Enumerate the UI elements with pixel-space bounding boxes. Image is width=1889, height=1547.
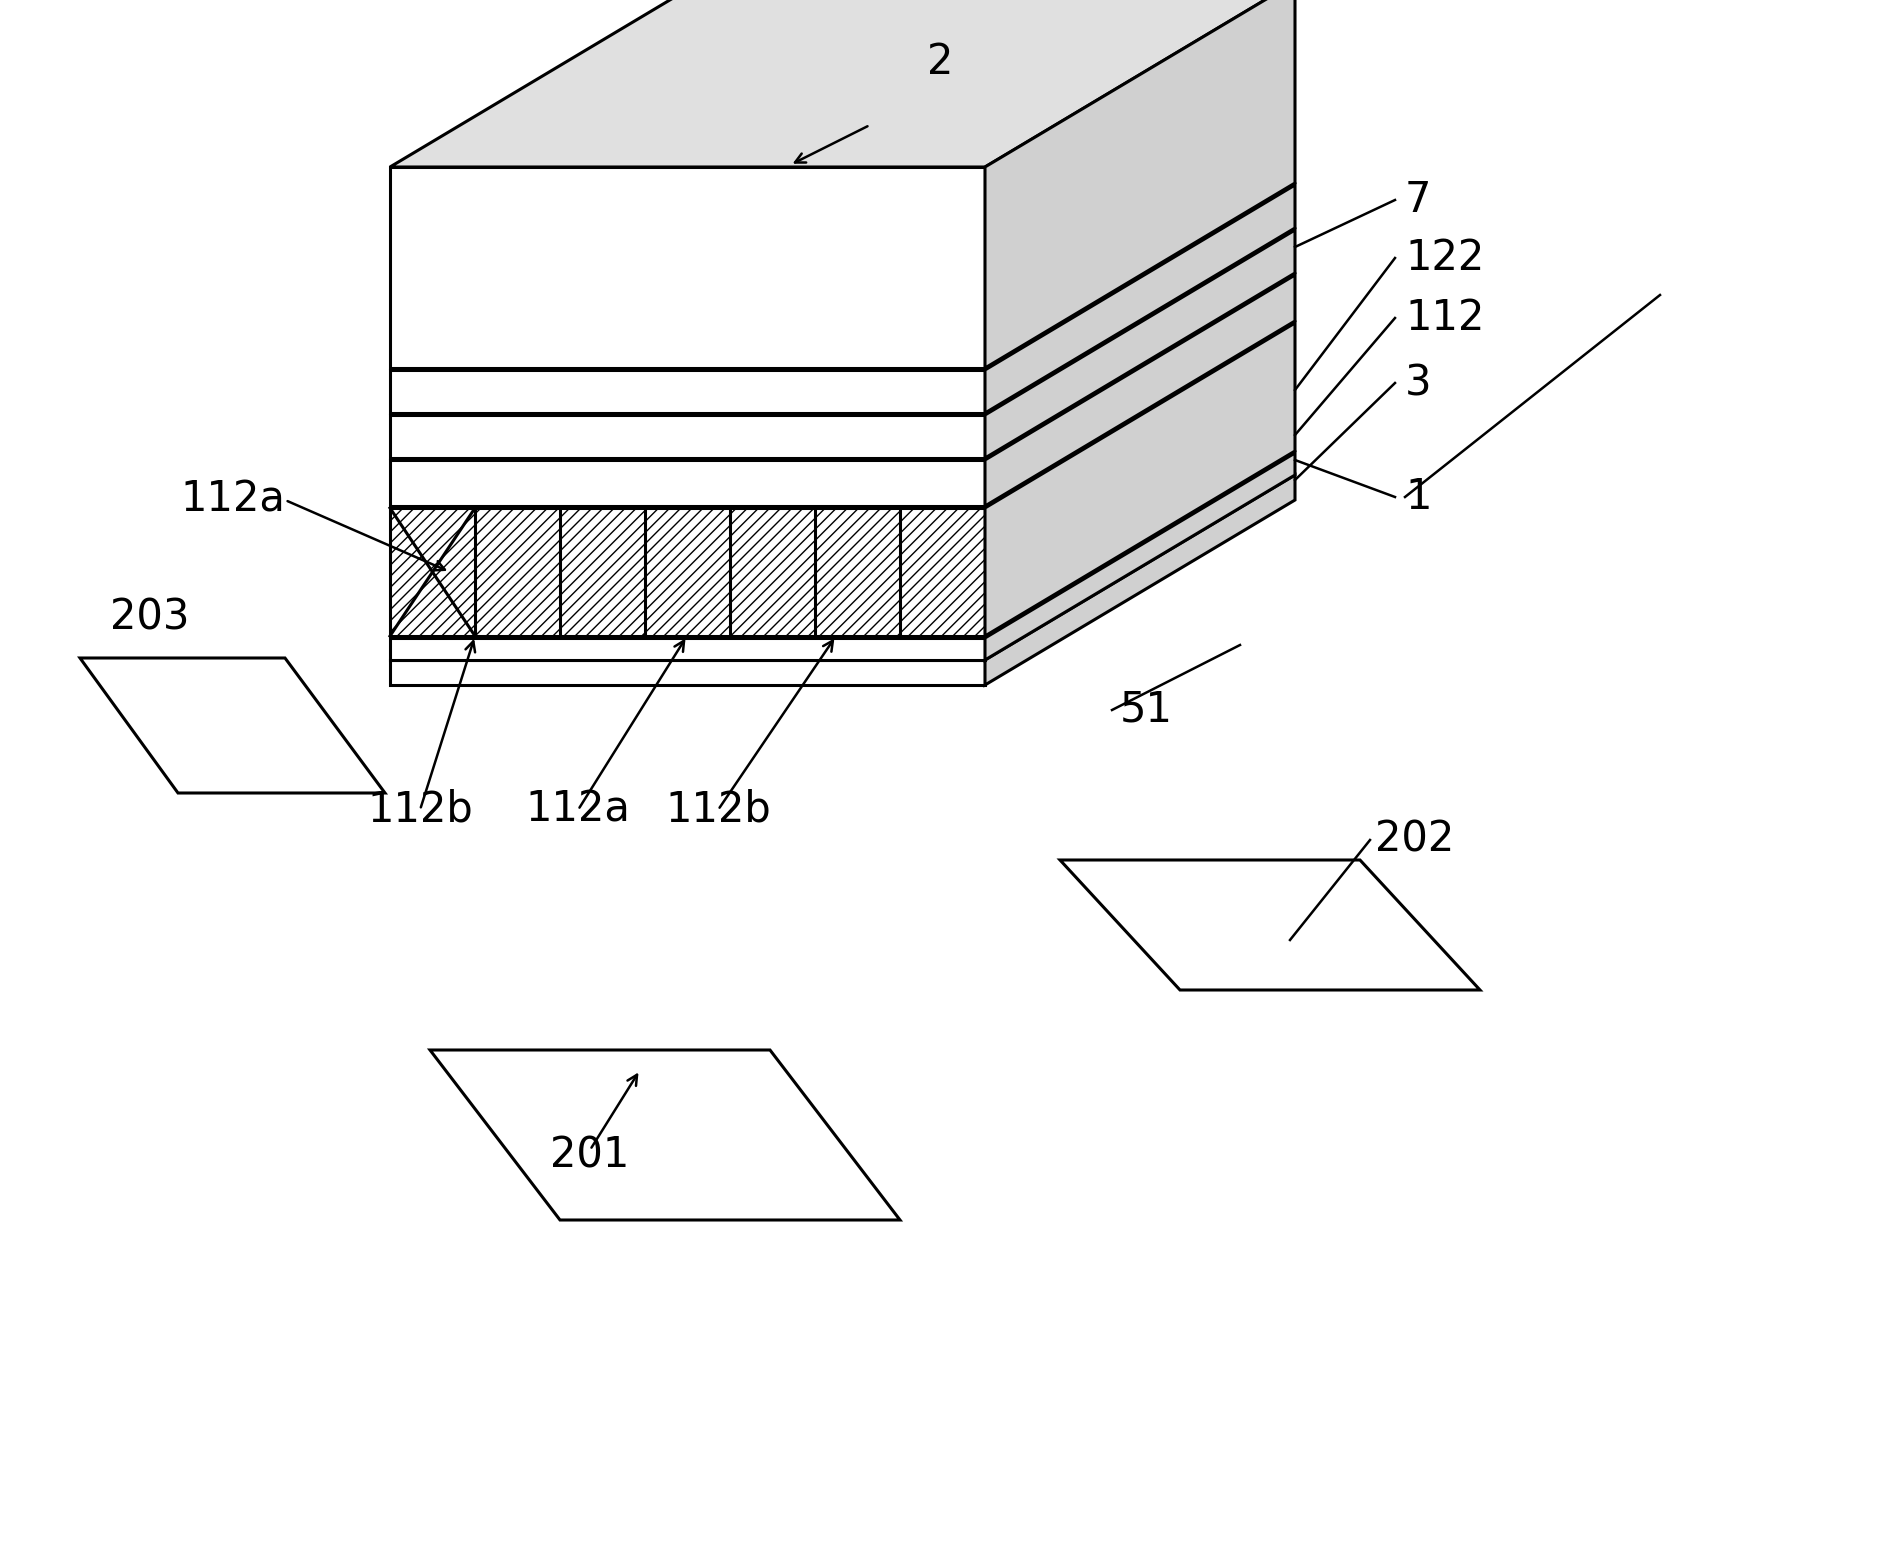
Polygon shape: [389, 323, 1296, 507]
Text: 112a: 112a: [525, 789, 631, 831]
Polygon shape: [984, 231, 1296, 458]
Text: 7: 7: [1405, 179, 1432, 221]
Polygon shape: [984, 186, 1296, 413]
Polygon shape: [389, 231, 1296, 415]
Text: 112: 112: [1405, 297, 1485, 339]
Text: 122: 122: [1405, 237, 1485, 278]
Polygon shape: [389, 637, 984, 661]
Polygon shape: [389, 0, 1296, 167]
Polygon shape: [79, 657, 385, 794]
Polygon shape: [984, 475, 1296, 685]
Text: 112a: 112a: [179, 480, 285, 521]
Text: 201: 201: [550, 1134, 629, 1176]
Text: 1: 1: [1405, 476, 1432, 518]
Polygon shape: [389, 507, 984, 636]
Polygon shape: [431, 1050, 899, 1221]
Text: 203: 203: [110, 597, 189, 639]
Text: 3: 3: [1405, 362, 1432, 404]
Polygon shape: [984, 323, 1296, 636]
Text: 2: 2: [927, 42, 954, 84]
Text: 51: 51: [1120, 688, 1173, 732]
Polygon shape: [389, 275, 1296, 459]
Polygon shape: [389, 475, 1296, 661]
Text: 112b: 112b: [665, 789, 771, 831]
Polygon shape: [984, 453, 1296, 661]
Polygon shape: [1060, 860, 1479, 990]
Polygon shape: [389, 459, 984, 506]
Polygon shape: [389, 453, 1296, 637]
Polygon shape: [984, 0, 1296, 368]
Text: 112b: 112b: [366, 789, 472, 831]
Polygon shape: [389, 415, 984, 458]
Polygon shape: [984, 275, 1296, 506]
Polygon shape: [389, 370, 984, 413]
Polygon shape: [389, 186, 1296, 370]
Polygon shape: [389, 661, 984, 685]
Polygon shape: [389, 167, 984, 368]
Text: 202: 202: [1375, 818, 1455, 862]
